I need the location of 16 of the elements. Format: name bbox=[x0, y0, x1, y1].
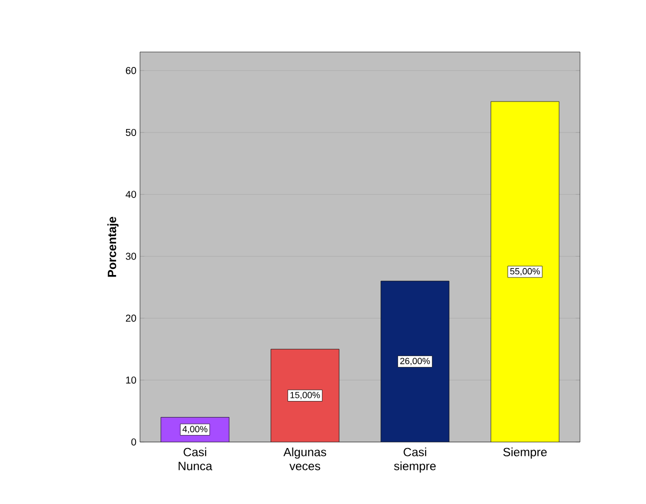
y-tick-label: 30 bbox=[126, 252, 136, 260]
y-tick-label: 20 bbox=[126, 314, 136, 322]
y-tick-label: 50 bbox=[126, 128, 136, 136]
y-tick-label: 10 bbox=[126, 376, 136, 384]
y-tick-label: 60 bbox=[126, 67, 136, 74]
data-label: 4,00% bbox=[182, 426, 208, 434]
data-label: 26,00% bbox=[400, 358, 430, 366]
y-tick-label: 40 bbox=[126, 190, 136, 198]
x-tick-label: Siempre bbox=[503, 448, 547, 459]
x-tick-label: Casi siempre bbox=[394, 448, 436, 473]
data-label: 15,00% bbox=[290, 392, 320, 400]
x-tick-label: Algunas veces bbox=[283, 448, 326, 470]
y-tick-label: 0 bbox=[131, 438, 136, 446]
y-axis-title: Porcentaje bbox=[107, 216, 119, 277]
x-tick-label: Casi Nunca bbox=[178, 448, 212, 470]
data-label: 55,00% bbox=[510, 268, 540, 276]
